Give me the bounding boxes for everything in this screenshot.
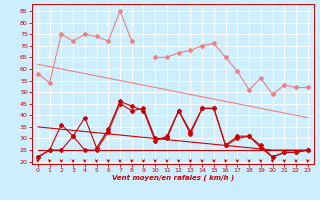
X-axis label: Vent moyen/en rafales ( km/h ): Vent moyen/en rafales ( km/h ) [112, 175, 234, 181]
